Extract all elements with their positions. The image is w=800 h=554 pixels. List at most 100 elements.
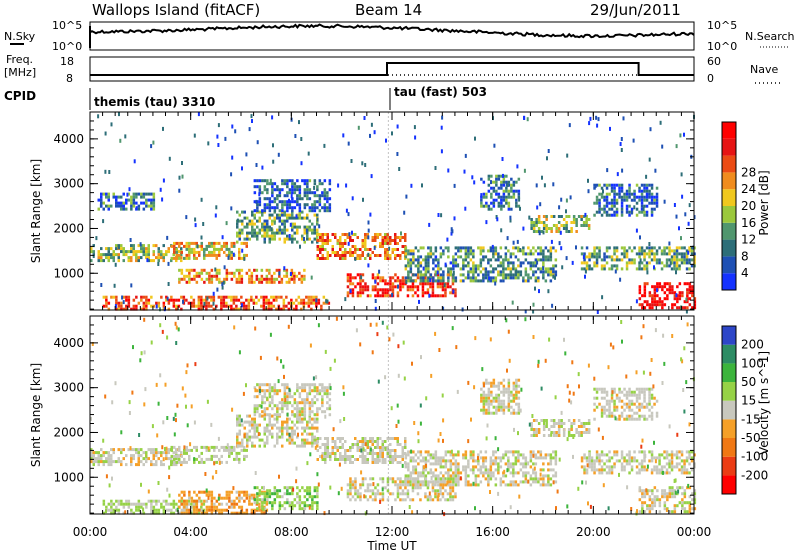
data-cell: [263, 185, 267, 189]
data-cell: [291, 191, 294, 195]
data-cell: [188, 280, 191, 284]
data-cell: [457, 255, 460, 259]
data-cell: [145, 304, 148, 308]
data-cell: [198, 454, 201, 458]
data-cell: [474, 267, 478, 271]
data-cell: [142, 295, 146, 299]
data-cell: [605, 249, 609, 253]
data-cell: [311, 426, 314, 430]
data-cell: [238, 274, 241, 278]
data-cell: [240, 508, 244, 512]
data-cell: [603, 210, 606, 214]
data-cell: [514, 276, 518, 280]
data-cell: [198, 496, 201, 500]
data-cell: [447, 459, 450, 463]
data-cell: [482, 462, 485, 466]
data-cell: [100, 195, 103, 199]
data-cell: [321, 452, 324, 455]
data-cell: [289, 272, 292, 276]
data-cell: [308, 426, 311, 430]
data-cell: [605, 471, 609, 475]
data-cell: [457, 483, 460, 487]
data-cell: [236, 222, 239, 226]
data-cell: [487, 273, 490, 277]
data-cell: [260, 277, 264, 281]
data-cell: [261, 438, 264, 442]
data-cell: [311, 417, 314, 421]
data-cell: [350, 159, 353, 163]
data-cell: [281, 209, 284, 213]
data-cell: [210, 280, 214, 284]
data-cell: [648, 504, 652, 508]
data-cell: [572, 215, 576, 218]
data-cell: [643, 282, 647, 286]
data-cell: [117, 253, 120, 257]
data-cell: [256, 492, 259, 496]
data-cell: [618, 258, 621, 262]
data-cell: [251, 225, 254, 229]
data-cell: [653, 201, 656, 205]
data-cell: [364, 285, 367, 289]
data-cell: [414, 258, 418, 262]
data-cell: [665, 450, 669, 454]
data-cell: [673, 465, 676, 469]
data-cell: [467, 252, 470, 256]
data-cell: [298, 495, 302, 499]
data-cell: [449, 468, 453, 472]
data-cell: [320, 307, 323, 311]
data-cell: [157, 253, 160, 257]
data-cell: [283, 200, 287, 204]
data-cell: [474, 276, 478, 280]
data-cell: [615, 183, 619, 187]
data-cell: [598, 207, 601, 211]
data-cell: [482, 279, 485, 283]
data-cell: [225, 301, 228, 305]
data-cell: [127, 256, 130, 260]
data-cell: [537, 431, 541, 434]
data-cell: [414, 471, 418, 475]
data-cell: [464, 474, 468, 478]
data-cell: [447, 276, 450, 280]
data-cell: [400, 231, 402, 236]
data-cell: [296, 203, 299, 207]
data-cell: [291, 209, 294, 213]
data-cell: [600, 213, 604, 217]
data-cell: [575, 428, 578, 431]
data-cell: [305, 295, 308, 299]
data-cell: [243, 210, 246, 214]
data-cell: [504, 483, 508, 487]
data-cell: [449, 462, 453, 466]
data-cell: [313, 441, 316, 445]
data-cell: [530, 425, 533, 428]
data-cell: [175, 508, 178, 512]
data-cell: [386, 282, 390, 286]
data-cell: [238, 441, 241, 445]
data-cell: [688, 203, 691, 208]
data-cell: [658, 498, 662, 502]
data-cell: [557, 431, 561, 434]
data-cell: [205, 505, 209, 509]
data-cell: [351, 480, 355, 484]
data-cell: [409, 471, 413, 475]
data-cell: [316, 441, 319, 445]
data-cell: [532, 309, 535, 314]
data-cell: [192, 304, 196, 308]
data-cell: [100, 201, 103, 205]
data-cell: [412, 468, 415, 472]
data-cell: [240, 505, 244, 509]
data-cell: [324, 449, 327, 452]
data-cell: [140, 192, 143, 196]
data-cell: [157, 304, 161, 308]
data-cell: [605, 192, 609, 196]
data-cell: [291, 228, 294, 232]
data-cell: [485, 195, 488, 199]
data-cell: [490, 201, 493, 205]
data-cell: [587, 431, 591, 434]
data-cell: [517, 246, 520, 250]
data-cell: [593, 186, 596, 190]
data-cell: [132, 511, 136, 515]
data-cell: [479, 258, 483, 262]
data-cell: [301, 501, 304, 505]
data-cell: [625, 204, 629, 208]
data-cell: [117, 511, 121, 515]
